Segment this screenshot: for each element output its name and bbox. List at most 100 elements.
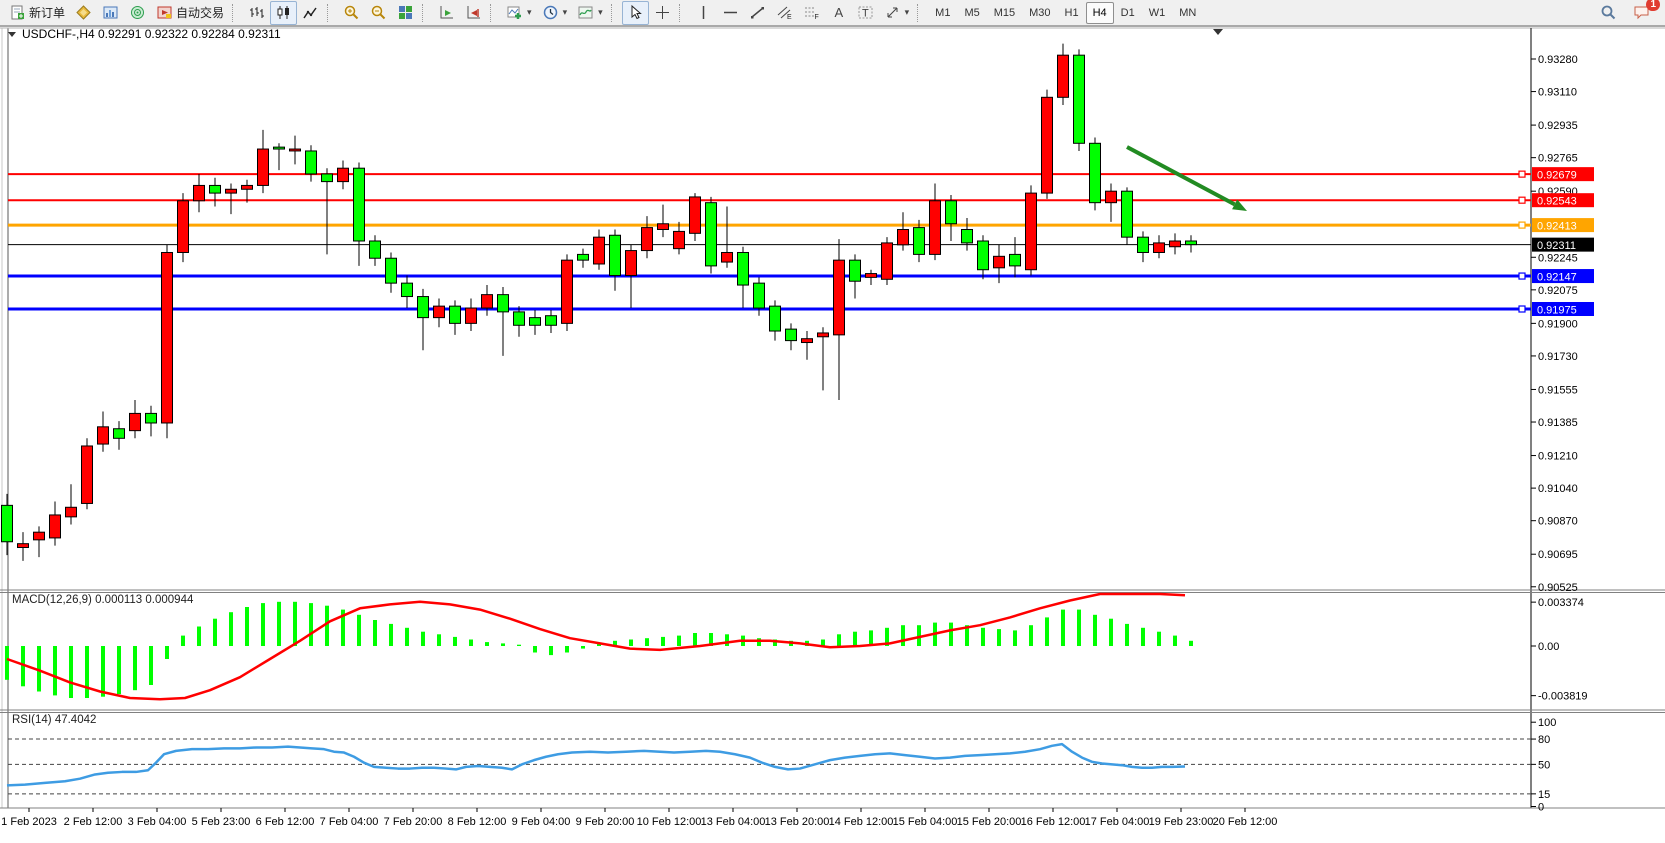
timeframe-h1-button[interactable]: H1 <box>1064 6 1079 19</box>
auto-trading-button[interactable]: 自动交易 <box>151 1 229 25</box>
toolbar-grip <box>327 3 335 22</box>
hline-handle[interactable] <box>1518 170 1526 178</box>
candle <box>913 227 925 255</box>
periods-caret-icon[interactable]: ▾ <box>562 7 568 17</box>
timeframe-m1-button[interactable]: M1 <box>935 6 951 19</box>
trend-arrow-head[interactable] <box>1232 199 1247 211</box>
timeframe-w1-button[interactable]: W1 <box>1148 6 1166 19</box>
macd-histogram-bar <box>229 612 233 646</box>
zoom-in-button[interactable] <box>338 1 365 25</box>
new-order-button[interactable]: 新订单 <box>4 1 70 25</box>
macd-histogram-bar <box>165 646 169 659</box>
line-chart-icon <box>302 4 319 21</box>
zoom-out-button[interactable] <box>365 1 392 25</box>
candle <box>593 236 605 265</box>
vertical-line-button[interactable] <box>690 1 717 25</box>
trendline-button[interactable] <box>744 1 771 25</box>
timeframe-m15-button[interactable]: M15 <box>993 6 1016 19</box>
candle <box>929 200 941 255</box>
candlestick-chart-button[interactable] <box>270 0 298 25</box>
macd-histogram-bar <box>21 646 25 687</box>
clock-icon <box>542 4 559 21</box>
date-label: 2 Feb 12:00 <box>64 816 123 828</box>
timeframe-m5-button[interactable]: M5 <box>964 6 980 19</box>
text-label-button[interactable]: T <box>852 1 879 25</box>
hline-handle[interactable] <box>1518 221 1526 229</box>
price-tick-label: 0.92245 <box>1538 252 1578 264</box>
indicators-button[interactable]: ▾ <box>501 1 537 25</box>
bar-chart-button[interactable] <box>243 1 270 25</box>
date-label: 3 Feb 04:00 <box>128 816 187 828</box>
candle <box>945 200 957 225</box>
candle <box>305 150 317 175</box>
macd-histogram-bar <box>1077 609 1081 646</box>
rsi-axis-label: 100 <box>1538 717 1556 729</box>
candle <box>1137 236 1149 253</box>
tile-windows-button[interactable] <box>392 1 419 25</box>
trend-arrow[interactable] <box>1126 145 1236 207</box>
fibo-icon: F <box>803 4 820 21</box>
timeframe-h4-button[interactable]: H4 <box>1085 1 1114 24</box>
auto-scroll-button[interactable] <box>433 1 460 25</box>
templates-button[interactable]: ▾ <box>572 1 608 25</box>
macd-histogram-bar <box>901 625 905 646</box>
charts-grid-button[interactable] <box>97 1 124 25</box>
arrows-icon <box>884 4 901 21</box>
date-label: 5 Feb 23:00 <box>192 816 251 828</box>
candle <box>321 173 333 183</box>
timeframe-m30-button[interactable]: M30 <box>1029 6 1051 19</box>
candle <box>849 259 861 282</box>
candle <box>161 251 173 424</box>
symbol-dropdown-icon[interactable] <box>8 32 16 37</box>
text-a-icon: A <box>830 4 847 21</box>
hline-handle[interactable] <box>1518 272 1526 280</box>
candle <box>1089 142 1101 204</box>
gold-seal-button[interactable] <box>70 1 97 25</box>
chart-window: 0.93280 0.93110 0.92935 0.92765 0.92590 0.922… <box>0 26 1665 838</box>
macd-histogram-bar <box>709 633 713 646</box>
hline-handle[interactable] <box>1518 196 1526 204</box>
date-label: 15 Feb 04:00 <box>893 816 958 828</box>
macd-histogram-bar <box>565 646 569 653</box>
toolbar-group-chart-type <box>243 0 324 25</box>
price-badge-label: 0.92413 <box>1537 221 1577 233</box>
periods-button[interactable]: ▾ <box>537 1 573 25</box>
notifications-button[interactable]: 1 <box>1628 0 1660 25</box>
arrows-button[interactable]: ▾ <box>879 1 915 25</box>
chart-shift-marker[interactable] <box>1213 29 1223 35</box>
macd-histogram-bar <box>373 620 377 646</box>
bar-chart-icon <box>248 4 265 21</box>
chart-shift-button[interactable] <box>460 1 487 25</box>
candle <box>529 317 541 326</box>
hline-handle[interactable] <box>1518 305 1526 313</box>
text-button[interactable]: A <box>825 1 852 25</box>
price-badge-label: 0.92679 <box>1537 170 1577 182</box>
candle <box>641 227 653 252</box>
price-tick-label: 0.91900 <box>1538 318 1578 330</box>
search-button[interactable] <box>1595 1 1622 25</box>
crosshair-button[interactable] <box>649 1 676 25</box>
arrows-caret-icon[interactable]: ▾ <box>904 7 910 17</box>
timeframe-mn-button[interactable]: MN <box>1179 6 1197 19</box>
timeframe-d1-button[interactable]: D1 <box>1120 6 1135 19</box>
macd-histogram-bar <box>869 630 873 646</box>
horizontal-line-button[interactable] <box>717 1 744 25</box>
text-label-icon: T <box>857 4 874 21</box>
chart-canvas: 0.932800.931100.929350.927650.925900.922… <box>0 26 1665 838</box>
profiles-button[interactable] <box>124 1 151 25</box>
macd-histogram-bar <box>245 607 249 646</box>
date-label: 17 Feb 04:00 <box>1085 816 1150 828</box>
price-tick-label: 0.92935 <box>1538 120 1578 132</box>
candle <box>209 184 221 194</box>
templates-caret-icon[interactable]: ▾ <box>598 7 603 17</box>
indicators-caret-icon[interactable]: ▾ <box>527 7 532 17</box>
line-chart-button[interactable] <box>297 1 324 25</box>
cursor-button[interactable] <box>621 0 649 25</box>
macd-histogram-bar <box>677 635 681 646</box>
macd-histogram-bar <box>1125 623 1129 646</box>
candle <box>1105 190 1117 204</box>
macd-histogram-bar <box>533 646 537 653</box>
equidistant-channel-button[interactable]: E <box>771 1 798 25</box>
fibonacci-button[interactable]: F <box>798 1 825 25</box>
toolbar-group-cursor-tools <box>621 0 676 25</box>
